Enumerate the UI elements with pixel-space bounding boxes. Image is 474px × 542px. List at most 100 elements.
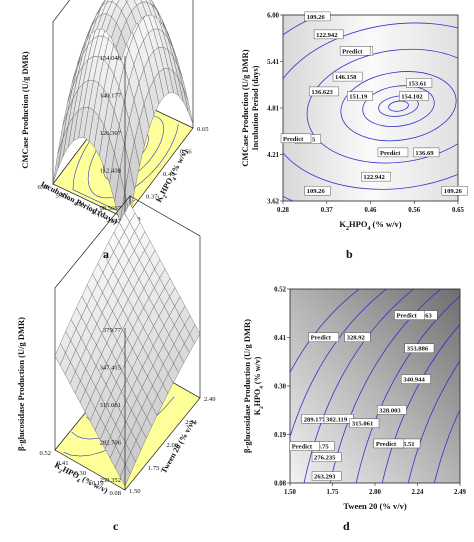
contour-value-label: 340.944 xyxy=(403,377,425,384)
y-tick-label: 5.41 xyxy=(267,59,279,66)
y-tick-label: 3.62 xyxy=(267,199,279,206)
contour-line xyxy=(283,22,458,190)
x-tick-label: 0.65 xyxy=(452,207,464,214)
contour-label-box xyxy=(313,29,344,40)
contour-label-box xyxy=(349,418,380,428)
z-tick-label: 282.706 xyxy=(100,440,122,447)
contour-value-label: 109.26 xyxy=(307,188,326,195)
contour-value-label: 335.51 xyxy=(396,441,414,448)
contour-line xyxy=(362,85,435,127)
contour-line xyxy=(303,289,415,483)
z-tick-label: 347.415 xyxy=(100,365,122,372)
z-tick-label: 140.177 xyxy=(100,93,122,100)
contour-value-label: 136.623 xyxy=(311,89,333,96)
z-tick-label: 250.352 xyxy=(100,477,121,484)
contour-value-label: 122.942 xyxy=(363,174,385,181)
contour-label-box xyxy=(377,405,407,415)
contour-value-label: 276.235 xyxy=(314,455,336,462)
contour-label-box xyxy=(406,78,433,88)
predict-label: Predict xyxy=(283,136,304,143)
contour-line xyxy=(378,95,419,117)
panel-b-contour-plot: 109.26122.942144.39136.623146.158151.191… xyxy=(240,11,468,232)
x-tick-label: 0.28 xyxy=(277,207,289,214)
panel-letter-c: c xyxy=(113,519,119,533)
contour-value-label: 289.177 xyxy=(304,416,326,423)
y-tick-label: 5.41 xyxy=(55,193,67,200)
y-tick-label: 0.08 xyxy=(274,481,286,488)
predict-label-box xyxy=(394,310,425,320)
x-tick-label: 1.50 xyxy=(129,488,141,495)
y-tick-label: 0.52 xyxy=(39,450,51,457)
z-tick-label: 154.046 xyxy=(100,55,122,62)
contour-label-box xyxy=(401,374,431,384)
predict-label-box xyxy=(280,133,312,144)
y-tick-label: 0.52 xyxy=(274,287,286,294)
contour-value-label: 328.003 xyxy=(379,407,401,414)
contour-line xyxy=(433,408,460,483)
contour-line xyxy=(407,360,460,483)
x-tick-label: 2.49 xyxy=(204,396,216,403)
panel-letter-b: b xyxy=(346,247,353,261)
contour-value-label: 136.69 xyxy=(415,150,434,157)
panel-letter-d: d xyxy=(343,519,350,533)
y-tick-label: 0.30 xyxy=(74,470,86,477)
contour-line xyxy=(306,48,458,164)
predict-label: Predict xyxy=(376,441,397,448)
x-tick-label: 2.00 xyxy=(167,442,179,449)
contour-value-label: 122.942 xyxy=(316,32,338,39)
contour-value-label: 315.061 xyxy=(352,421,373,428)
x-tick-label: 1.75 xyxy=(327,489,339,496)
y-axis-subtitle: Incubation Period (days) xyxy=(251,65,260,150)
contour-label-box xyxy=(344,332,371,342)
panel-letter-a: a xyxy=(103,247,109,261)
contour-label-box xyxy=(404,343,435,353)
contour-label-box xyxy=(361,171,391,182)
y-tick-label: 0.41 xyxy=(57,460,69,467)
x-tick-label: 0.56 xyxy=(408,207,420,214)
x-tick-label: 0.65 xyxy=(197,126,209,133)
contour-label-box xyxy=(311,471,342,481)
contour-line xyxy=(355,295,460,483)
predict-label: Predict xyxy=(311,335,332,342)
y-tick-label: 0.30 xyxy=(274,384,286,391)
x-tick-label: 2.00 xyxy=(369,489,381,496)
y-tick-label: 0.19 xyxy=(92,480,104,487)
contour-label-box xyxy=(311,452,342,462)
contour-value-label: 302.119 xyxy=(326,416,348,423)
y-tick-label: 0.08 xyxy=(109,490,121,497)
x-axis-title: Tween 20 (% v/v) xyxy=(343,501,407,511)
x-tick-label: 0.46 xyxy=(365,207,377,214)
contour-value-label: 353.886 xyxy=(407,346,429,353)
contour-line xyxy=(290,289,361,374)
contour-label-box xyxy=(413,147,440,158)
y-axis-subtitle: K2HPO4 (% w/v) xyxy=(253,356,265,415)
contour-label-box xyxy=(309,86,339,97)
contour-label-box xyxy=(399,91,429,101)
contour-value-label: 153.61 xyxy=(408,80,426,87)
predict-label: Predict xyxy=(380,150,401,157)
x-tick-label: 0.56 xyxy=(180,149,192,156)
predict-label-box xyxy=(308,332,339,342)
contour-line xyxy=(388,100,409,112)
y-tick-label: 0.41 xyxy=(274,335,286,342)
x-tick-label: 1.50 xyxy=(284,489,296,496)
z-tick-label: 126.307 xyxy=(100,130,122,137)
z-tick-label: 379.77 xyxy=(103,327,122,334)
contour-label-box xyxy=(304,11,331,22)
panel-d-contour-plot: 368.63328.92353.886340.944328.003289.177… xyxy=(242,287,467,512)
z-tick-label: 315.061 xyxy=(100,402,121,409)
y-tick-label: 4.21 xyxy=(267,152,279,159)
predict-label: Predict xyxy=(342,48,363,55)
contour-lines xyxy=(283,15,458,201)
y-tick-label: 4.81 xyxy=(73,201,85,208)
x-tick-label: 2.24 xyxy=(185,419,197,426)
contour-line xyxy=(381,323,460,483)
contour-label-box xyxy=(304,185,331,196)
contour-value-label: 146.158 xyxy=(335,74,357,81)
contour-value-label: 154.102 xyxy=(401,94,423,101)
y-tick-label: 3.62 xyxy=(109,218,121,225)
y-tick-label: 4.81 xyxy=(267,106,279,113)
predict-label: Predict xyxy=(396,313,417,320)
z-axis-title: β-glucosidase Production (U/g DMR) xyxy=(16,317,26,451)
